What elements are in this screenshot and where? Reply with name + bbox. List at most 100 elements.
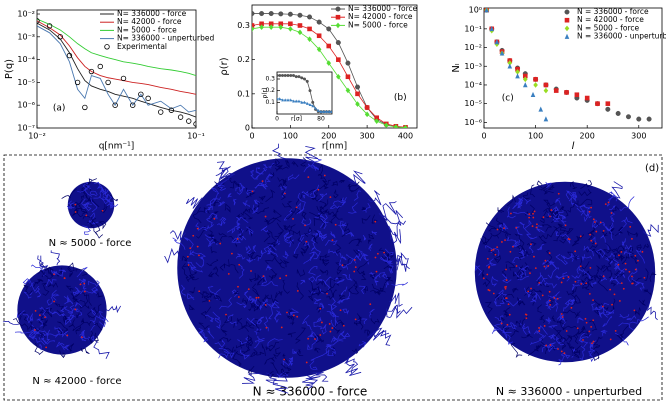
globule-strand — [629, 255, 638, 264]
globule-dot — [292, 314, 295, 317]
globule-strand — [82, 182, 93, 197]
marker — [494, 39, 500, 45]
globule-dot — [580, 283, 583, 285]
globule-dot — [588, 330, 591, 333]
globule-dot — [532, 212, 534, 215]
globule-dot — [319, 307, 322, 310]
marker — [278, 24, 284, 31]
globule-dot — [560, 281, 563, 284]
globule-strand — [321, 324, 327, 335]
globule-tendril — [387, 305, 413, 319]
globule-strand — [296, 202, 305, 215]
globule-strand — [311, 247, 321, 260]
globule-strand — [181, 255, 189, 262]
marker — [325, 109, 328, 114]
globule-strand — [228, 259, 239, 274]
globule-strand — [229, 180, 240, 189]
globule-dot — [553, 296, 556, 299]
globule-tendril — [367, 327, 390, 341]
x-tick-label: 400 — [398, 132, 413, 141]
globule-strand — [265, 189, 276, 203]
globule-strand — [319, 199, 329, 208]
globule-strand — [514, 233, 525, 248]
globule-strand — [557, 223, 569, 233]
globule-tendril — [242, 372, 261, 384]
marker — [138, 91, 144, 98]
globule-strand — [333, 189, 339, 199]
globule-strand — [80, 347, 90, 355]
globule-strand — [516, 239, 523, 256]
globule-dot — [85, 214, 88, 217]
globule-strand — [643, 289, 652, 296]
globule-tendril — [185, 196, 203, 209]
globule-strand — [371, 214, 378, 224]
marker — [193, 121, 196, 127]
globule-strand — [567, 200, 579, 213]
globule-strand — [301, 211, 307, 221]
globule-dot — [525, 317, 528, 320]
globule-strand — [601, 264, 606, 271]
globule-strand — [236, 319, 249, 332]
globule-strand — [283, 178, 288, 187]
globule-dot — [262, 275, 265, 278]
globule-dot — [550, 209, 553, 211]
globule-strand — [303, 226, 313, 237]
globule-dot — [505, 297, 508, 300]
globule-strand — [280, 368, 290, 375]
globule-dot — [284, 192, 286, 195]
globule-strand — [370, 230, 377, 236]
globule-strand — [493, 292, 504, 307]
globule-strand — [332, 200, 347, 206]
globule-strand — [494, 315, 504, 322]
marker — [316, 19, 322, 25]
globule-tendril — [390, 229, 402, 245]
marker — [268, 11, 274, 16]
globule-dot — [317, 188, 320, 191]
globule-strand — [188, 304, 196, 311]
x-tick-label: 300 — [359, 132, 374, 141]
globule-strand — [547, 184, 555, 191]
globule-strand — [338, 180, 346, 184]
globule-strand — [539, 314, 546, 324]
globule-strand — [59, 350, 66, 359]
globule-strand — [195, 222, 207, 231]
globule-dot — [326, 292, 328, 295]
globule-strand — [518, 250, 533, 261]
globule-strand — [247, 365, 255, 376]
globule-strand — [42, 333, 50, 344]
globule-strand — [521, 323, 531, 334]
globule-dot — [579, 235, 582, 238]
globule-dot — [528, 216, 531, 219]
globule-strand — [364, 329, 371, 337]
globule-dot — [633, 309, 636, 312]
marker — [584, 95, 590, 101]
globule-strand — [547, 262, 558, 279]
globule-strand — [240, 211, 253, 220]
globule-dot — [628, 270, 631, 273]
globule-dot — [101, 209, 104, 212]
globule-strand — [638, 299, 646, 306]
globule-dot — [264, 304, 267, 306]
globule-strand — [585, 244, 598, 253]
globule-dot — [543, 325, 546, 327]
globule-strand — [247, 335, 253, 346]
globule-dot — [83, 290, 86, 293]
marker — [319, 109, 323, 114]
globule-strand — [259, 298, 268, 309]
globule-strand — [544, 282, 557, 289]
globule-strand — [219, 216, 227, 225]
marker — [308, 102, 312, 107]
globule-tendril — [216, 161, 236, 180]
globule-strand — [555, 272, 568, 279]
globule-dot — [533, 255, 535, 258]
globule-dot — [538, 327, 540, 329]
x-tick-label: 200 — [580, 132, 595, 141]
globule-strand — [502, 310, 510, 316]
globule-strand — [370, 289, 386, 296]
globule-strand — [530, 294, 537, 303]
globule-strand — [371, 283, 381, 294]
globule-strand — [207, 285, 218, 295]
globule-strand — [522, 192, 530, 200]
globule-strand — [65, 316, 77, 326]
globule-dot — [599, 221, 602, 224]
